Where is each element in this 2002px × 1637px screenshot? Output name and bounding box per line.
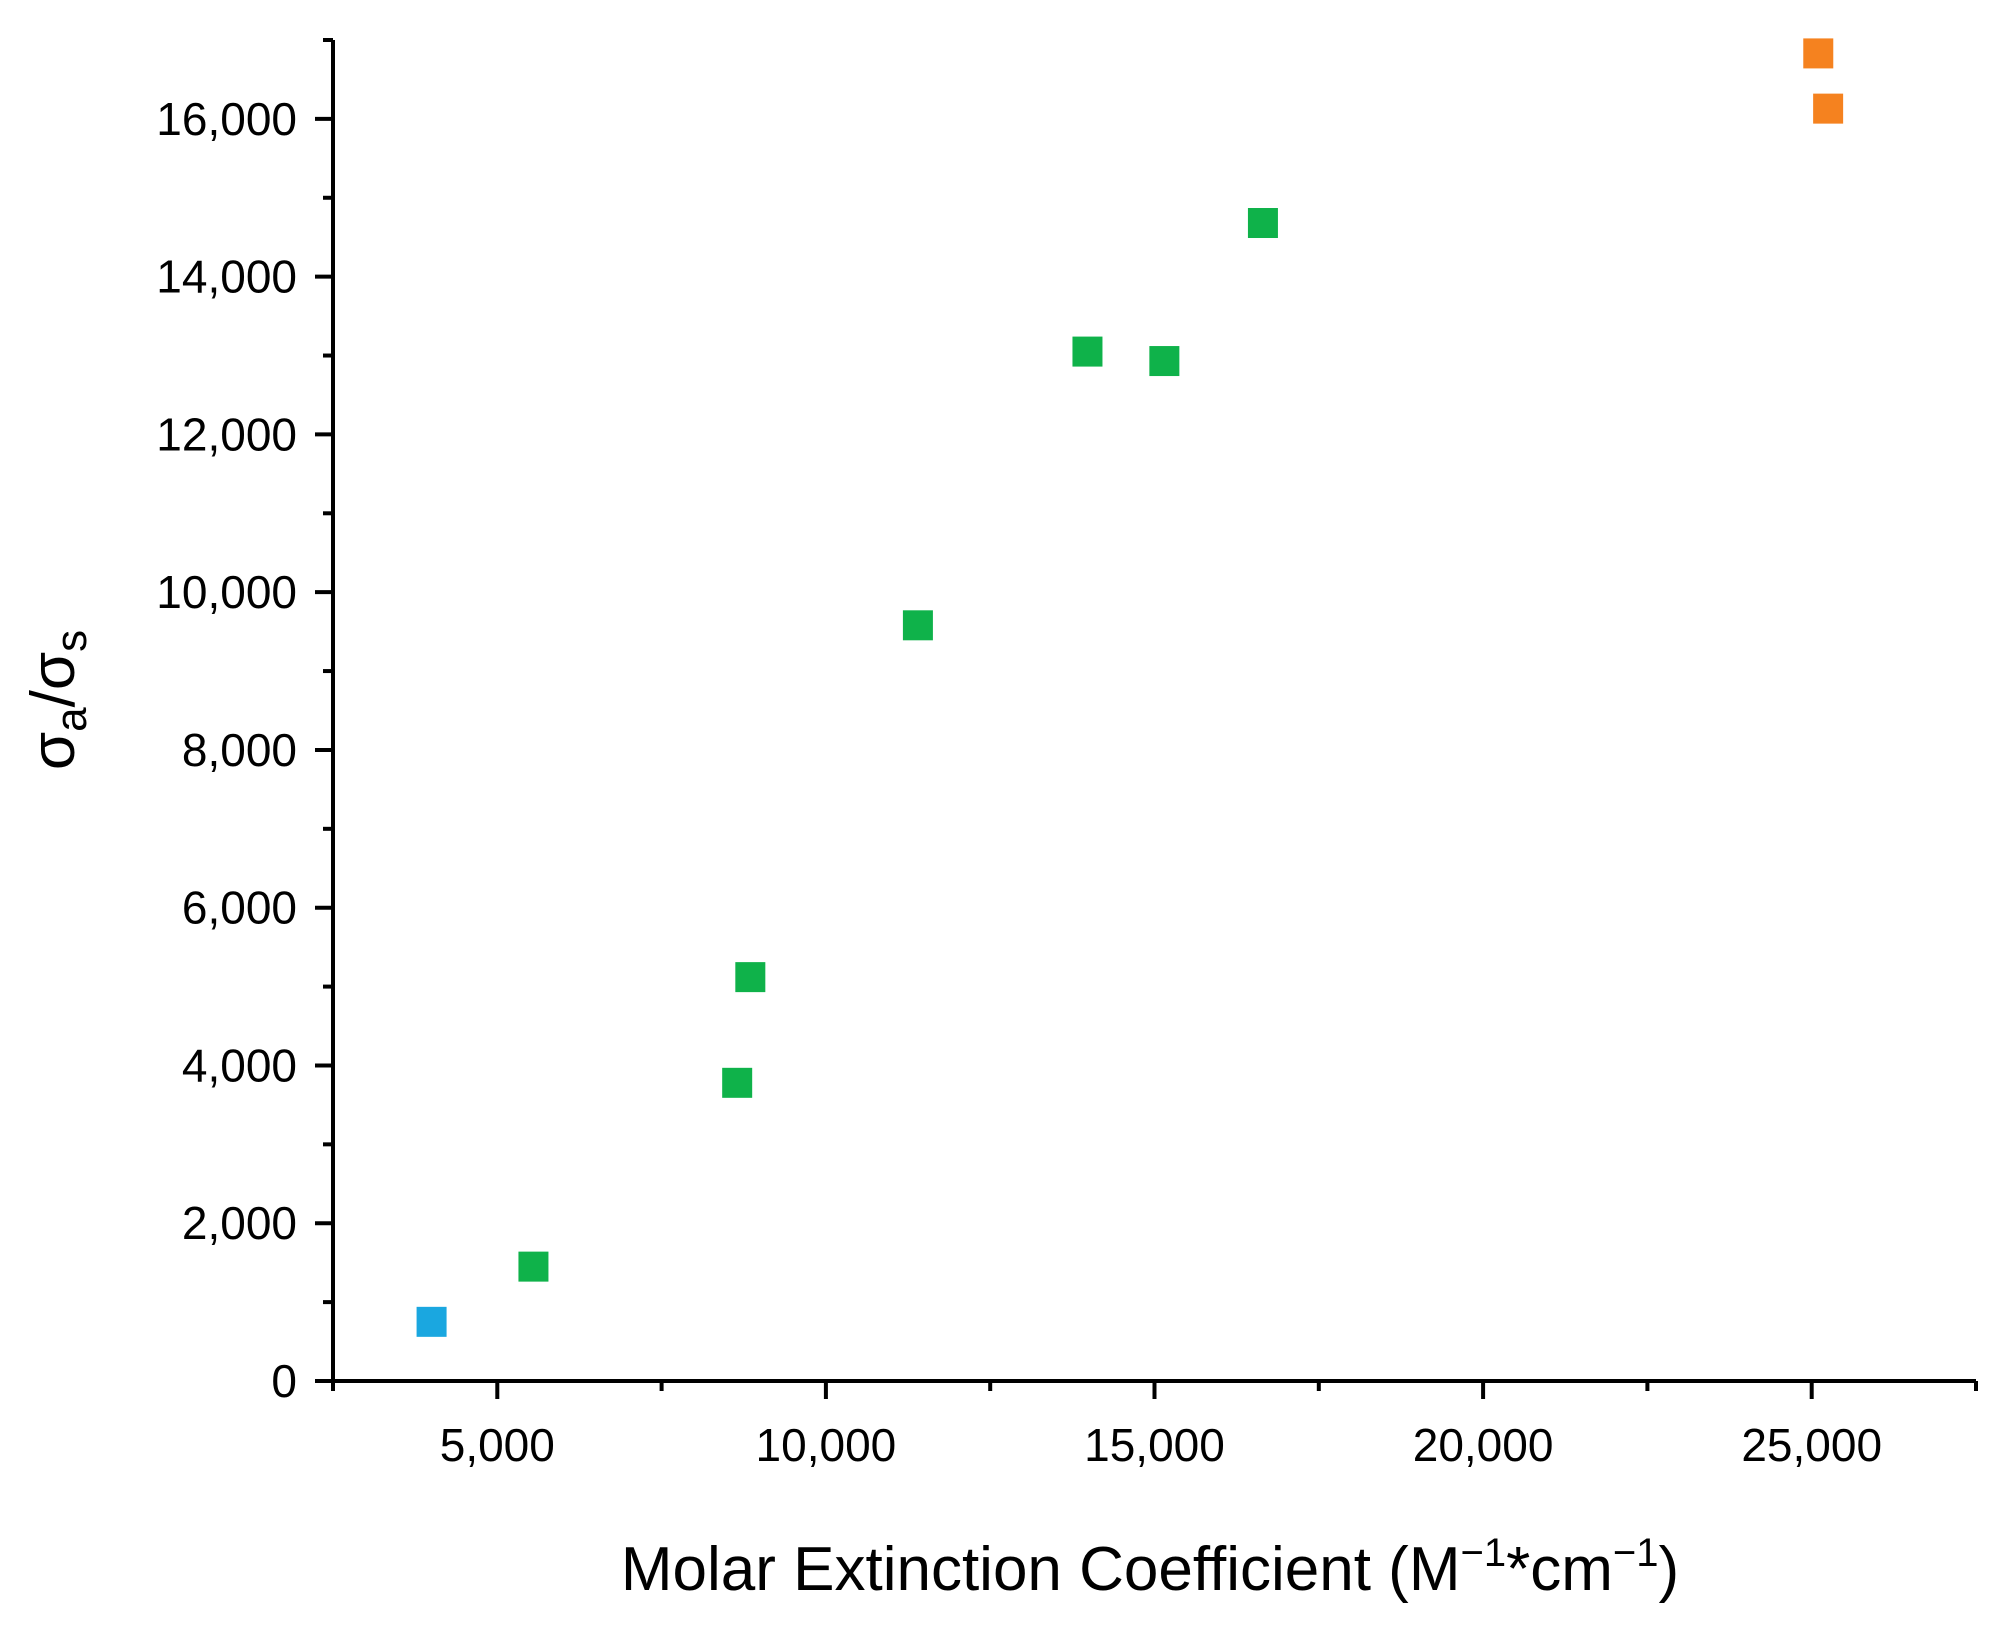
data-point-green bbox=[1247, 208, 1278, 239]
y-tick-label: 0 bbox=[271, 1355, 297, 1407]
data-point-green bbox=[518, 1251, 549, 1282]
data-point-green bbox=[1149, 346, 1180, 377]
y-tick-label: 10,000 bbox=[156, 566, 297, 618]
data-point-orange bbox=[1803, 38, 1834, 69]
x-axis-title: Molar Extinction Coefficient (M−1*cm−1) bbox=[621, 1531, 1679, 1604]
y-tick-label: 14,000 bbox=[156, 251, 297, 303]
data-point-green bbox=[722, 1067, 753, 1098]
x-tick-label: 5,000 bbox=[440, 1419, 555, 1471]
y-tick-label: 2,000 bbox=[182, 1197, 297, 1249]
data-point-green bbox=[735, 962, 766, 993]
data-point-blue bbox=[416, 1306, 447, 1337]
data-points bbox=[416, 38, 1844, 1337]
data-point-green bbox=[902, 610, 933, 641]
y-tick-label: 4,000 bbox=[182, 1039, 297, 1091]
axes: 5,000 10,000 15,000 20,000 25,000 0 2,000 4,000… bbox=[156, 38, 1978, 1471]
x-tick-label: 15,000 bbox=[1084, 1419, 1225, 1471]
x-tick-label: 10,000 bbox=[756, 1419, 897, 1471]
y-axis-title: σa/σs bbox=[19, 630, 96, 770]
y-tick-label: 6,000 bbox=[182, 882, 297, 934]
data-point-green bbox=[1072, 336, 1103, 367]
y-tick-label: 8,000 bbox=[182, 724, 297, 776]
x-tick-label: 20,000 bbox=[1413, 1419, 1554, 1471]
y-tick-label: 16,000 bbox=[156, 93, 297, 145]
data-point-orange bbox=[1813, 93, 1844, 124]
x-tick-label: 25,000 bbox=[1741, 1419, 1882, 1471]
y-tick-label: 12,000 bbox=[156, 408, 297, 460]
